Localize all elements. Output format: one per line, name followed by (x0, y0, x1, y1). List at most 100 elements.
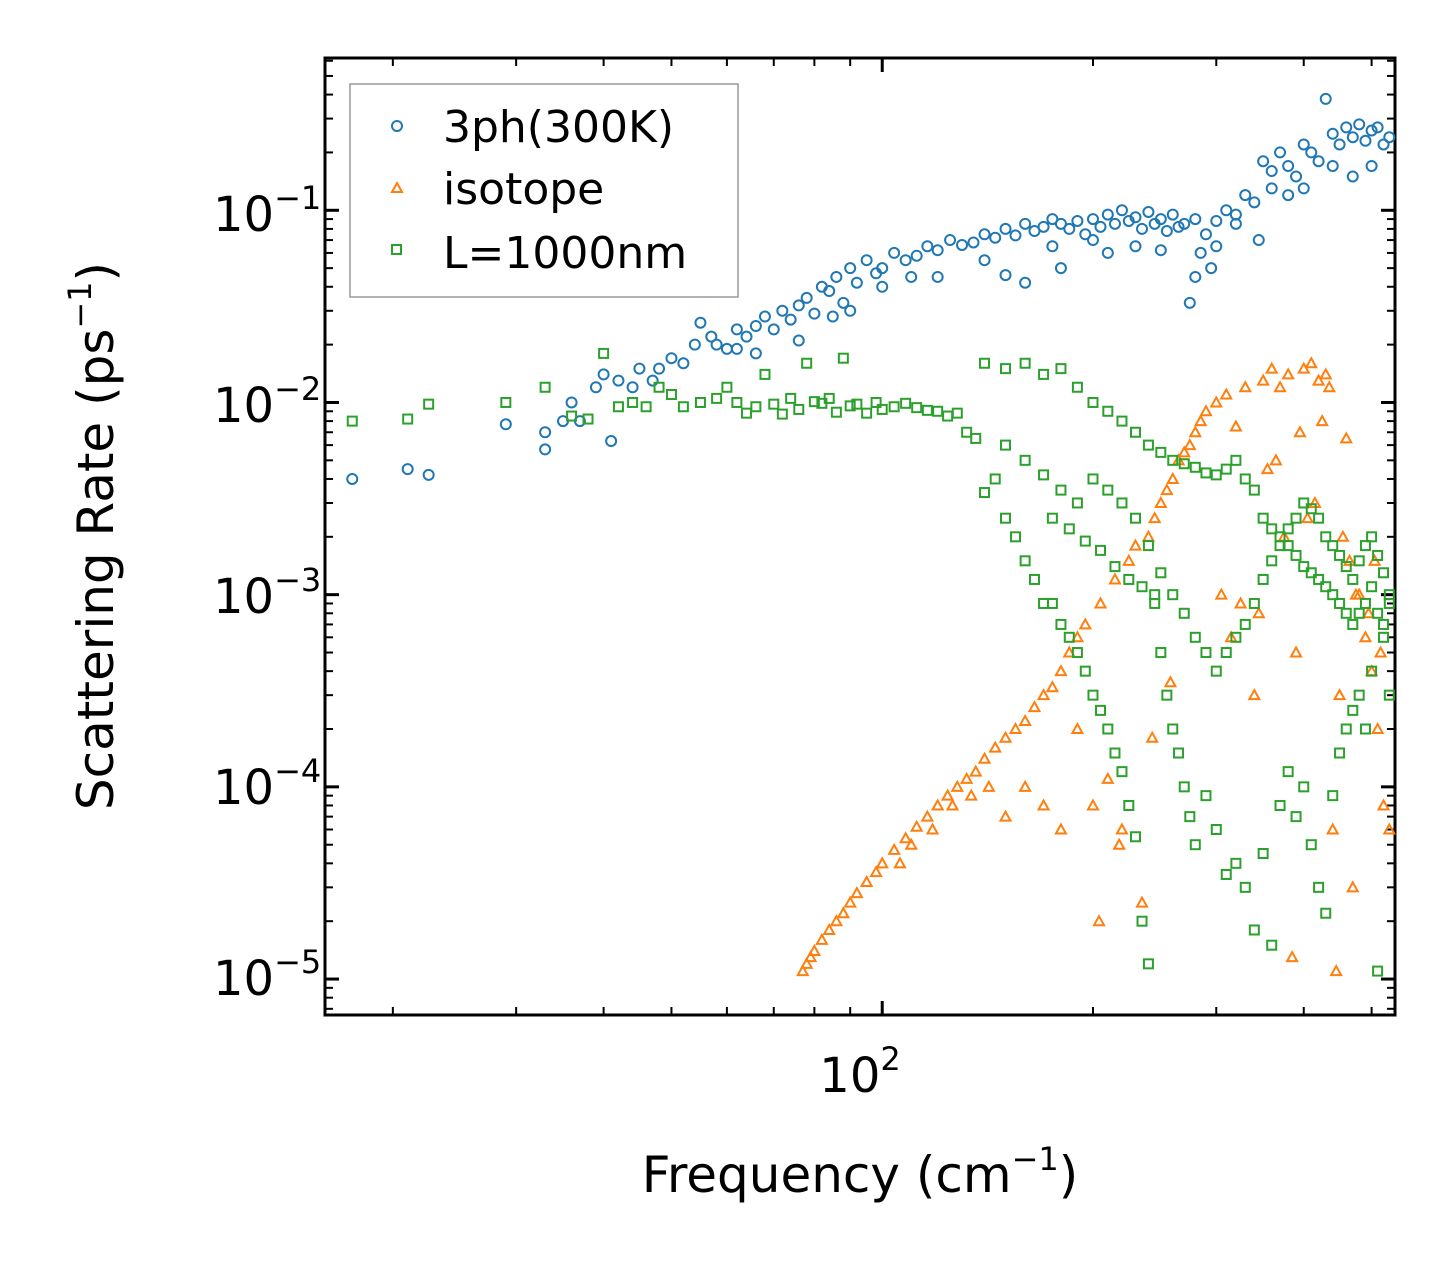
data-point (1366, 531, 1378, 543)
data-point (740, 330, 753, 343)
data-point (1108, 217, 1121, 230)
data-point (1229, 217, 1242, 230)
data-point (565, 396, 578, 409)
data-point (1219, 387, 1233, 400)
data-point (1315, 414, 1329, 427)
data-point (1293, 425, 1307, 438)
data-point (1266, 939, 1278, 951)
data-point (1102, 723, 1114, 735)
data-point (759, 368, 771, 380)
data-point (1371, 121, 1384, 134)
data-point (1327, 540, 1339, 552)
data-point (1142, 205, 1155, 218)
data-point (956, 238, 969, 251)
data-point (1019, 357, 1031, 369)
data-point (1000, 439, 1012, 451)
data-point (710, 338, 723, 351)
data-point (1154, 244, 1167, 257)
data-point (982, 779, 996, 792)
data-point (1135, 895, 1149, 908)
data-point (776, 408, 788, 420)
data-point (1257, 573, 1269, 585)
data-point (1282, 766, 1294, 778)
data-point (1086, 234, 1099, 247)
data-point (1147, 511, 1162, 524)
data-point (1142, 439, 1154, 451)
data-point (1087, 689, 1099, 701)
data-point (1183, 296, 1196, 309)
data-point (876, 280, 889, 293)
data-point (1220, 647, 1232, 659)
data-point (932, 405, 944, 417)
data-point (605, 435, 618, 448)
data-point (1373, 645, 1388, 658)
data-point (1376, 798, 1391, 811)
data-point (1167, 454, 1179, 466)
data-point (1353, 118, 1366, 131)
data-point (1239, 473, 1251, 485)
data-point (1382, 822, 1397, 835)
data-point (988, 740, 1002, 753)
data-point (741, 407, 753, 419)
data-point (1319, 367, 1333, 380)
data-point (1336, 529, 1350, 542)
data-point (1193, 414, 1208, 427)
data-point (859, 874, 874, 887)
data-point (837, 352, 849, 364)
data-point (1313, 573, 1325, 585)
data-point (711, 392, 723, 404)
data-point (823, 392, 835, 404)
data-point (423, 398, 435, 410)
data-point (1184, 811, 1196, 823)
data-point (1036, 688, 1051, 701)
data-point (1329, 964, 1343, 977)
data-point (1009, 229, 1022, 242)
data-point (1188, 425, 1202, 438)
data-point (989, 231, 1002, 244)
major-ticks (325, 58, 1395, 1015)
data-point (694, 316, 707, 329)
data-point (1149, 589, 1161, 601)
x-tick-exp: 2 (880, 1040, 900, 1078)
data-point (942, 410, 954, 422)
data-point (1334, 747, 1346, 759)
data-point (1009, 531, 1021, 543)
data-point (1154, 495, 1168, 508)
data-point (1129, 831, 1141, 843)
data-point (1079, 228, 1092, 241)
data-point (1123, 573, 1135, 585)
data-point (1353, 607, 1365, 619)
data-point (793, 403, 805, 415)
y-tick-label-0.001: 10−3 (213, 561, 321, 625)
data-point (1087, 473, 1099, 485)
data-point (940, 788, 955, 801)
data-point (925, 822, 940, 835)
data-point (1167, 589, 1179, 601)
data-point (1220, 463, 1232, 475)
data-point (720, 342, 733, 355)
data-point (1101, 246, 1114, 259)
data-point (844, 262, 857, 275)
data-point (861, 407, 873, 419)
data-point (1349, 587, 1363, 600)
data-point (967, 236, 980, 249)
data-point (1079, 535, 1091, 547)
data-point (1269, 453, 1283, 466)
data-point (1178, 607, 1190, 619)
data-point (1109, 747, 1121, 759)
data-point (1342, 553, 1357, 566)
data-point (758, 310, 771, 323)
data-point (1220, 204, 1233, 217)
data-point (800, 291, 813, 304)
data-point (1145, 730, 1159, 743)
data-point (911, 402, 923, 414)
data-point (539, 381, 551, 393)
data-point (1210, 469, 1222, 481)
data-point (870, 396, 882, 408)
data-point (836, 906, 851, 919)
data-point (1063, 631, 1075, 643)
data-point (1320, 581, 1332, 593)
data-point (898, 831, 913, 844)
data-point (1274, 540, 1286, 552)
data-point (1273, 380, 1287, 393)
